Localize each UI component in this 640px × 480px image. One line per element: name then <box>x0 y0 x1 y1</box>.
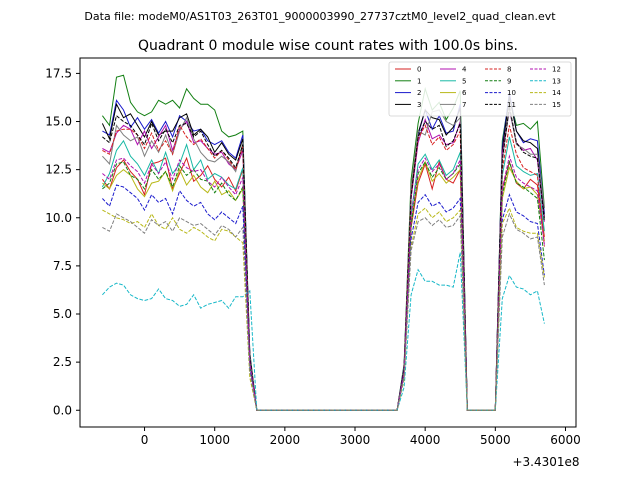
legend-label: 1 <box>417 77 421 85</box>
series-line-13 <box>102 252 545 411</box>
y-tick-label: 5.0 <box>53 307 72 321</box>
series-line-4 <box>102 109 545 411</box>
x-tick-label: 6000 <box>550 433 581 447</box>
legend-label: 13 <box>552 77 561 85</box>
legend-label: 5 <box>462 77 466 85</box>
legend-label: 4 <box>462 66 467 74</box>
x-offset-label: +3.4301e8 <box>512 455 579 469</box>
series-line-10 <box>102 184 545 411</box>
legend-label: 8 <box>507 66 511 74</box>
x-tick-label: 1000 <box>199 433 230 447</box>
series-line-6 <box>102 160 545 411</box>
x-tick-label: 3000 <box>340 433 371 447</box>
x-tick-label: 0 <box>141 433 149 447</box>
series-line-11 <box>102 106 545 411</box>
series-line-9 <box>102 160 545 411</box>
legend-label: 0 <box>417 66 421 74</box>
legend-label: 15 <box>552 101 561 109</box>
series-line-15 <box>102 212 545 411</box>
legend-box <box>388 61 572 117</box>
legend-label: 12 <box>552 66 561 74</box>
y-tick-label: 10.0 <box>45 211 72 225</box>
chart-title: Quadrant 0 module wise count rates with … <box>138 38 518 54</box>
y-tick-label: 0.0 <box>53 403 72 417</box>
y-tick-label: 12.5 <box>45 163 72 177</box>
y-tick-label: 2.5 <box>53 355 72 369</box>
y-tick-label: 17.5 <box>45 66 72 80</box>
x-tick-label: 4000 <box>410 433 441 447</box>
plot-frame <box>79 57 577 428</box>
legend-label: 6 <box>462 89 467 97</box>
series-line-7 <box>102 107 545 411</box>
x-tick-label: 2000 <box>270 433 301 447</box>
x-tick-label: 5000 <box>480 433 511 447</box>
legend-label: 10 <box>507 89 516 97</box>
series-line-0 <box>101 156 545 411</box>
series-line-14 <box>102 206 545 411</box>
legend-label: 14 <box>552 89 561 97</box>
legend-label: 2 <box>417 89 421 97</box>
series-lines <box>101 74 545 411</box>
legend-label: 11 <box>507 101 516 109</box>
axes: 0 1000 2000 3000 4000 5000 6000 0.0 2.5 5.0 7.5 10.… <box>45 57 581 447</box>
series-line-2 <box>102 92 545 411</box>
legend-label: 3 <box>417 101 421 109</box>
series-line-1 <box>101 74 545 411</box>
legend-label: 9 <box>507 77 511 85</box>
y-tick-label: 7.5 <box>53 259 72 273</box>
series-line-8 <box>102 124 545 411</box>
legend-label: 7 <box>462 101 466 109</box>
y-tick-label: 15.0 <box>45 115 72 129</box>
datafile-label: Data file: modeM0/AS1T03_263T01_90000039… <box>84 10 556 23</box>
series-line-12 <box>102 154 545 411</box>
